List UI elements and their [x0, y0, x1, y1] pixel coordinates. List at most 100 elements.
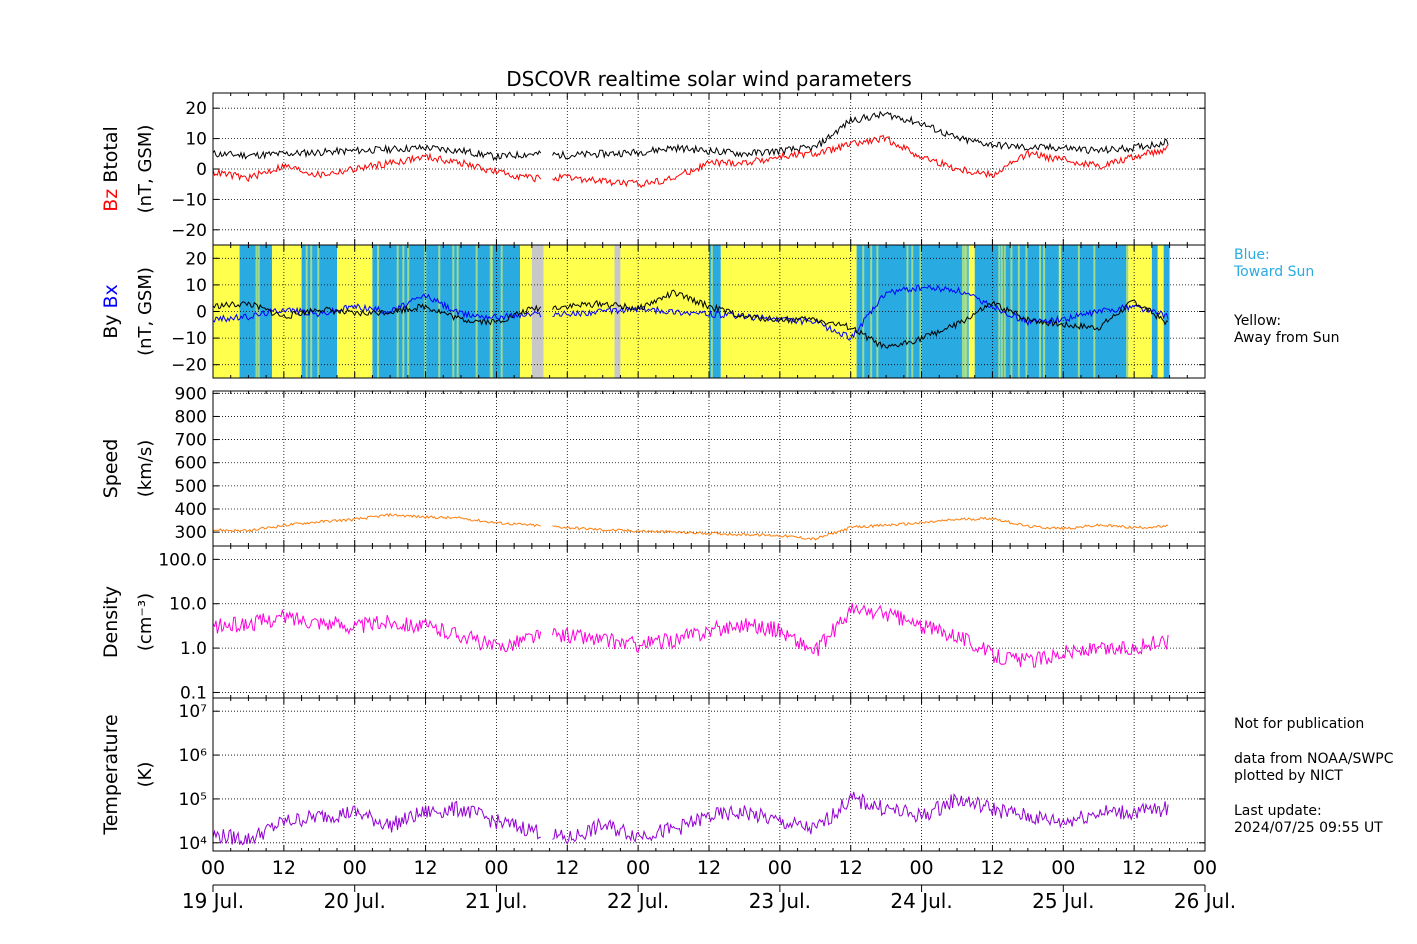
y-tick-label: −10	[171, 190, 207, 210]
y-axis-label-part: By	[100, 308, 122, 338]
imf-stripe	[255, 245, 258, 378]
y-tick-label: 100.0	[158, 550, 207, 570]
imf-sector-17	[974, 245, 1129, 378]
imf-stripe	[1126, 245, 1129, 378]
series-density	[212, 609, 542, 653]
imf-stripe	[1039, 245, 1042, 378]
y-tick-label: 10	[185, 130, 207, 150]
x-hour-label: 00	[1051, 857, 1075, 879]
figure-title: DSCOVR realtime solar wind parameters	[506, 67, 912, 91]
y-tick-label: 0.1	[180, 683, 207, 703]
y-tick-label: 400	[175, 500, 207, 520]
x-hour-label: 12	[1122, 857, 1146, 879]
y-axis-unit: (km/s)	[135, 440, 156, 497]
imf-stripe	[1093, 245, 1096, 378]
y-axis-unit: (cm⁻³)	[135, 593, 156, 651]
y-tick-label: −10	[171, 329, 207, 349]
y-axis-label-part: Bz	[100, 189, 122, 212]
series-temperature	[552, 791, 1169, 845]
y-tick-label: 900	[175, 384, 207, 404]
imf-stripe	[919, 245, 922, 378]
imf-away-legend: Yellow: Away from Sun	[1234, 313, 1340, 346]
y-tick-label: 10	[185, 276, 207, 296]
date-label: 20 Jul.	[324, 889, 386, 913]
imf-stripe	[490, 245, 493, 378]
x-hour-label: 12	[413, 857, 437, 879]
imf-stripe	[402, 245, 405, 378]
panel-frame	[212, 697, 1206, 852]
y-tick-label: 500	[175, 477, 207, 497]
imf-sector-14	[720, 245, 857, 378]
y-tick-label: 0	[196, 160, 207, 180]
imf-stripe	[1000, 245, 1003, 378]
imf-sector-21	[1163, 245, 1170, 378]
imf-stripe	[906, 245, 909, 378]
date-label: 21 Jul.	[465, 889, 527, 913]
x-hour-label: 00	[201, 857, 225, 879]
imf-sector-16	[968, 245, 975, 378]
series-by	[552, 289, 1169, 350]
imf-sector-11	[614, 245, 621, 378]
y-tick-label: 0	[196, 303, 207, 323]
y-tick-label: 10.0	[169, 595, 207, 615]
last-update-note: Last update: 2024/07/25 09:55 UT	[1234, 803, 1383, 836]
panel-density: 0.1 1.0 10.0 100.0 Density (cm⁻³)	[100, 545, 1206, 703]
x-hour-label: 00	[343, 857, 367, 879]
panel-mag-bz: −20 −10 0 10 20 Bz Btotal (nT, GSM)	[100, 92, 1206, 246]
x-hour-label: 00	[909, 857, 933, 879]
y-tick-label: 300	[175, 523, 207, 543]
x-hour-label: 12	[839, 857, 863, 879]
imf-toward-legend: Blue: Toward Sun	[1234, 247, 1315, 280]
date-label: 25 Jul.	[1032, 889, 1094, 913]
y-tick-label: 10⁶	[179, 746, 208, 766]
series-btotal	[552, 110, 1169, 160]
y-axis-label: Temperature	[100, 714, 122, 835]
date-label: 19 Jul.	[182, 889, 244, 913]
panel-speed: 300 400 500 600 700 800 900 Speed (km/s)	[100, 384, 1206, 547]
series-bz	[212, 152, 542, 183]
y-tick-label: 700	[175, 431, 207, 451]
x-hour-label: 12	[555, 857, 579, 879]
x-hour-label: 12	[980, 857, 1004, 879]
y-axis-label-part: Bx	[100, 284, 122, 308]
series-speed	[552, 516, 1169, 541]
x-hour-label: 00	[626, 857, 650, 879]
panel-temperature: 10⁴ 10⁵ 10⁶ 10⁷ Temperature (K)	[100, 697, 1206, 854]
y-tick-label: 1.0	[180, 639, 207, 659]
imf-stripe	[475, 245, 478, 378]
imf-stripe	[1077, 245, 1080, 378]
series-bx	[552, 284, 1169, 341]
y-tick-label: 600	[175, 454, 207, 474]
series-temperature	[212, 800, 541, 846]
y-tick-label: 800	[175, 407, 207, 427]
y-tick-label: 20	[185, 249, 207, 269]
panel-frame	[212, 390, 1206, 547]
date-label: 24 Jul.	[890, 889, 952, 913]
y-tick-label: 10⁷	[179, 702, 208, 722]
y-axis-unit: (nT, GSM)	[135, 267, 156, 356]
y-axis-unit: (K)	[135, 762, 156, 788]
x-hour-label: 12	[272, 857, 296, 879]
imf-stripe	[961, 245, 964, 378]
series-density	[552, 603, 1169, 668]
source-note: data from NOAA/SWPC plotted by NICT	[1234, 751, 1394, 784]
imf-stripe	[862, 245, 865, 378]
x-hour-label: 00	[1193, 857, 1217, 879]
y-axis-label-part: Btotal	[100, 126, 122, 189]
y-tick-label: −20	[171, 356, 207, 376]
time-axis: 00 12 00 12 00 12 00 12 00 12 00 12 00 12 00 19 Jul. 20 …	[182, 857, 1236, 913]
x-hour-label: 00	[768, 857, 792, 879]
imf-stripe	[1017, 245, 1020, 378]
panel-mag-bxby: −20 −10 0 10 20 By Bx (nT, GSM)	[100, 244, 1206, 379]
series-speed	[212, 512, 541, 533]
series-bx	[212, 293, 542, 323]
series-btotal	[212, 143, 542, 162]
y-tick-label: 20	[185, 99, 207, 119]
y-axis-label: Bz Btotal	[100, 126, 122, 212]
imf-stripe	[876, 245, 879, 378]
chart-panels: −20 −10 0 10 20 Bz Btotal (nT, GSM) −20 −10 0 10 20…	[100, 92, 1206, 854]
y-axis-label: By Bx	[100, 284, 122, 339]
imf-stripe	[1003, 245, 1006, 378]
y-tick-label: −20	[171, 221, 207, 241]
